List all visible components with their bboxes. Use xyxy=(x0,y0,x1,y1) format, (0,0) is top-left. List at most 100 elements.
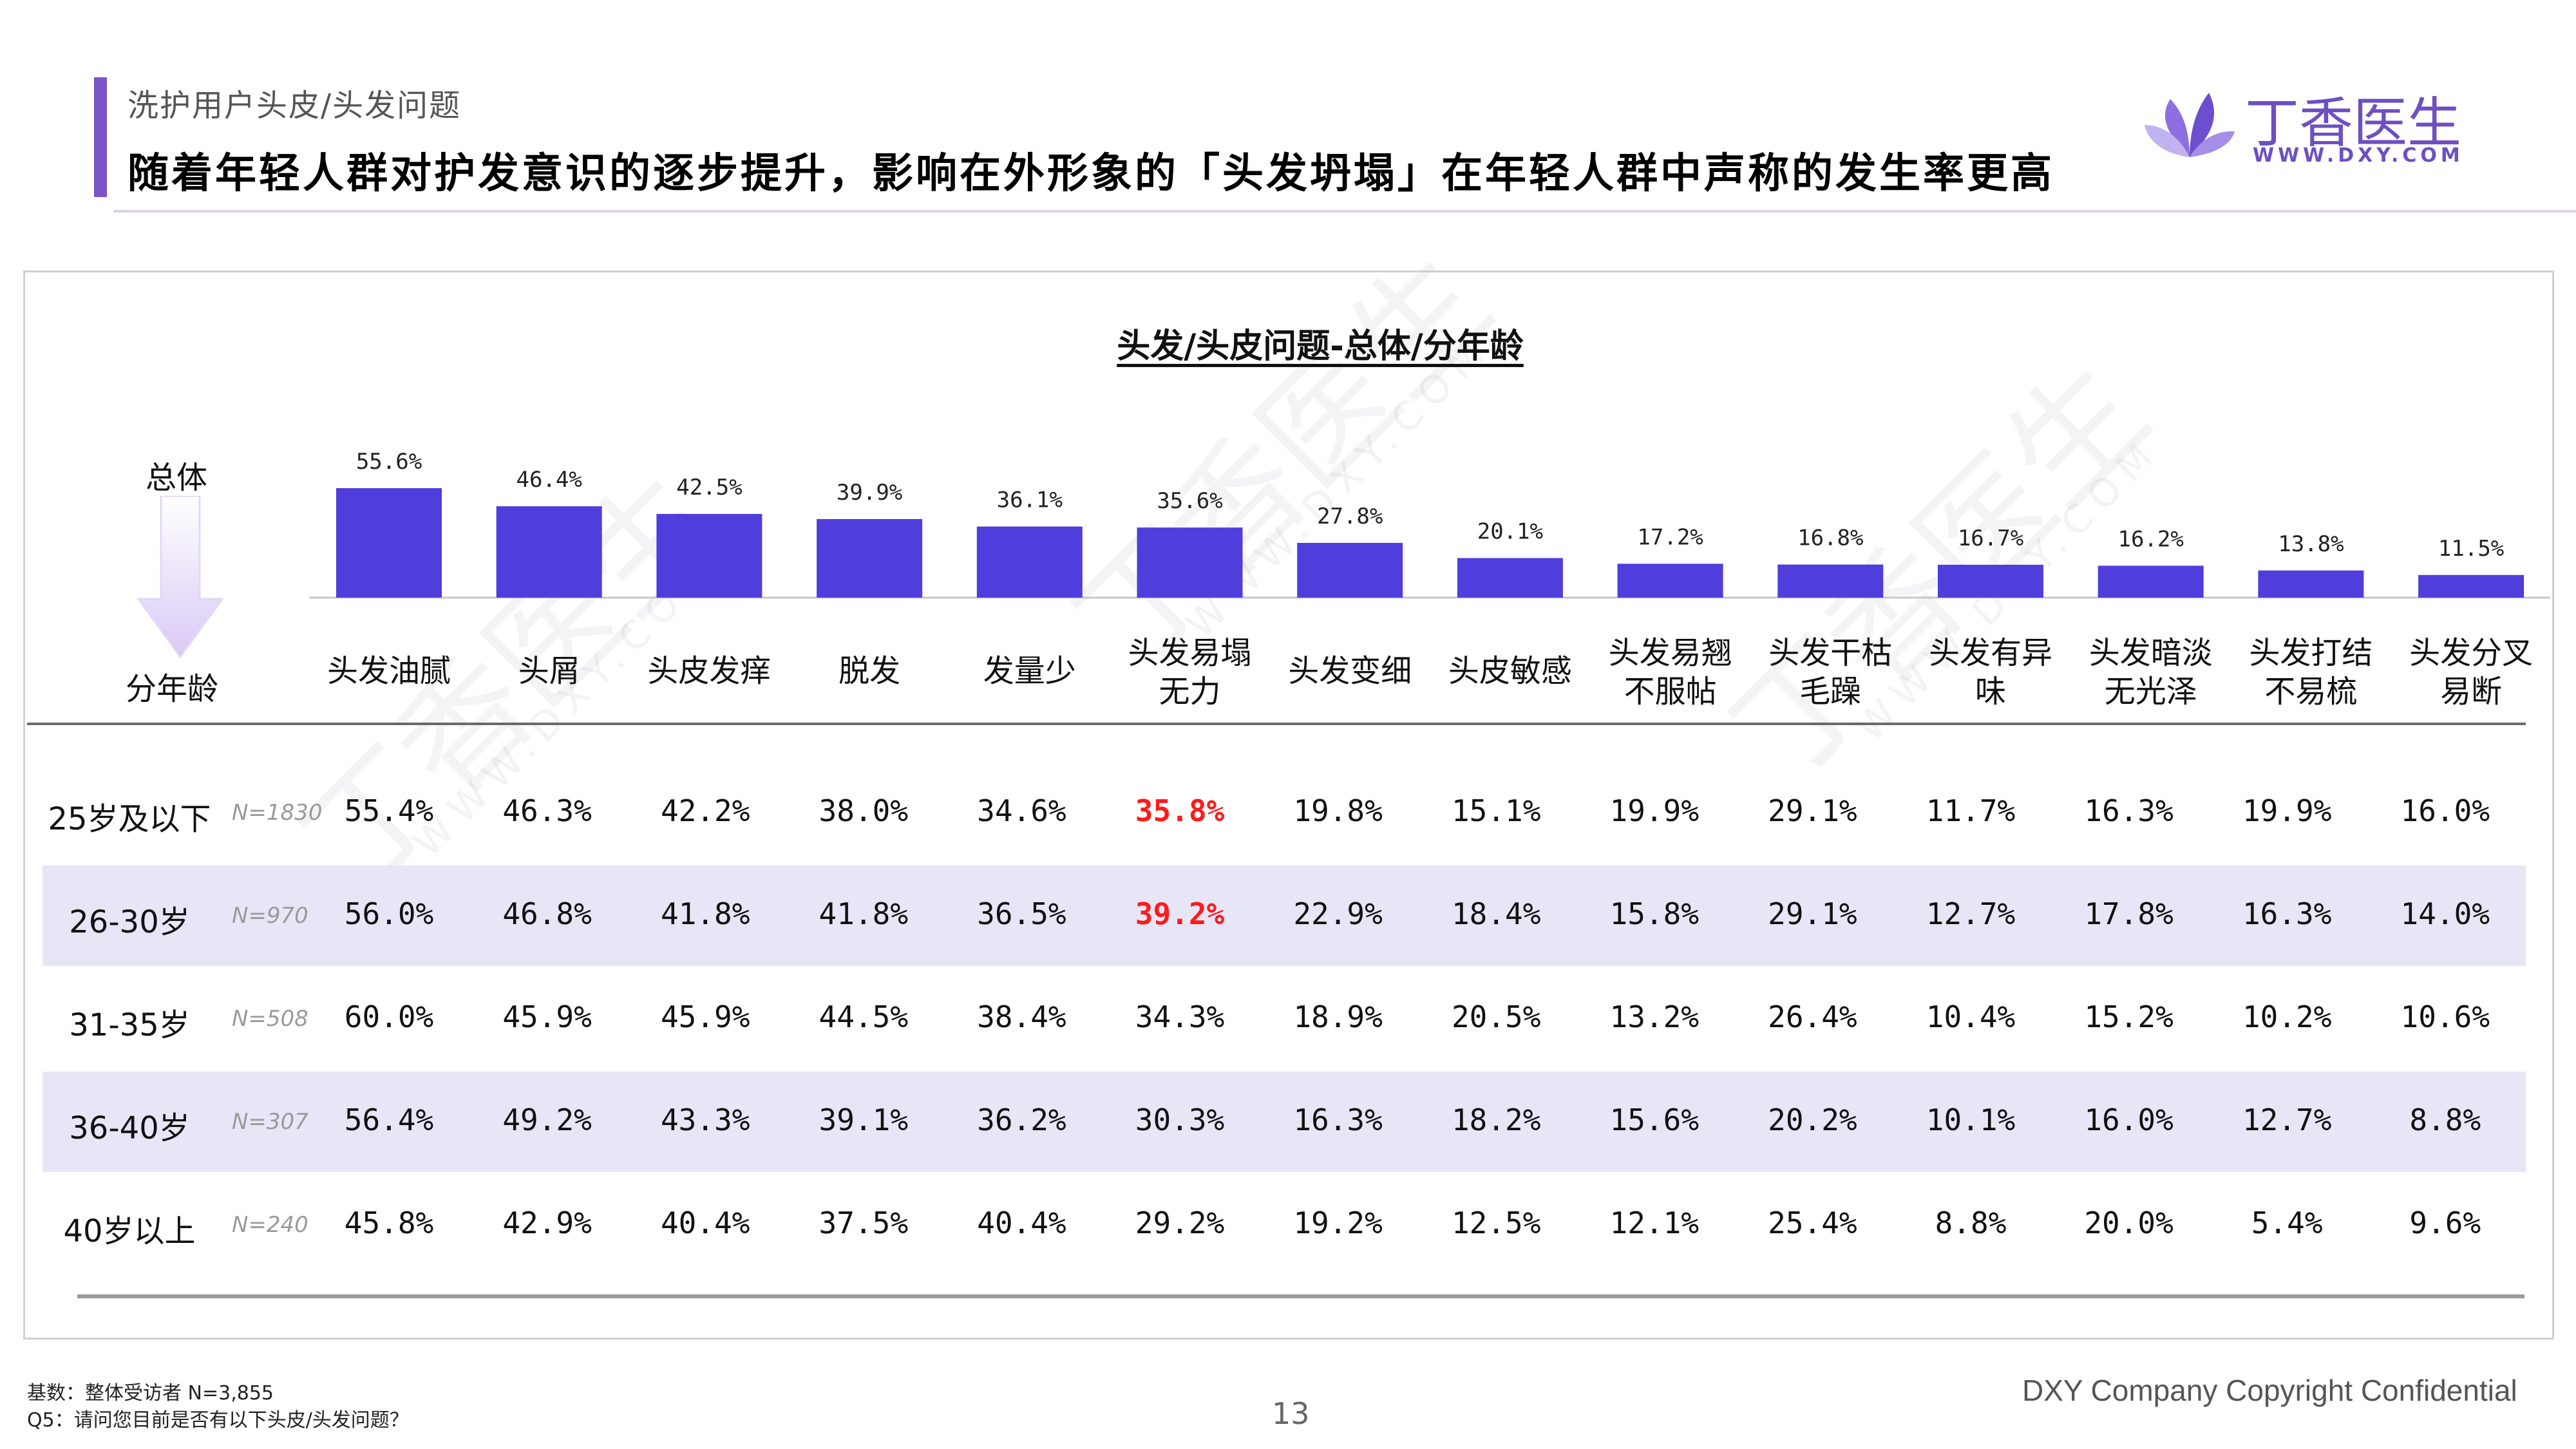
table-cell: 12.7% xyxy=(2242,1103,2332,1137)
table-cell: 10.6% xyxy=(2400,999,2490,1034)
footnote-base: 基数：整体受访者 N=3,855 xyxy=(27,1382,274,1405)
breadcrumb: 洗护用户头皮/头发问题 xyxy=(128,88,462,124)
chart-title: 头发/头皮问题-总体/分年龄 xyxy=(1117,327,1524,366)
table-cell: 18.4% xyxy=(1451,896,1541,931)
sample-size-label: N=970 xyxy=(232,903,308,929)
table-cell: 56.0% xyxy=(344,896,434,931)
table-cell: 44.5% xyxy=(819,999,909,1034)
age-group-label: 31-35岁 xyxy=(69,1007,190,1043)
bar xyxy=(2098,565,2204,598)
table-cell: 30.3% xyxy=(1135,1103,1225,1137)
sample-size-label: N=240 xyxy=(232,1212,308,1238)
table-cell: 12.1% xyxy=(1609,1206,1700,1240)
table-cell: 56.4% xyxy=(344,1103,434,1137)
bar xyxy=(1457,558,1563,598)
sample-size-label: N=1830 xyxy=(232,800,323,826)
table-cell: 35.8% xyxy=(1135,793,1225,828)
table-cell: 46.3% xyxy=(502,793,592,828)
category-label: 头发分叉易断 xyxy=(2409,635,2533,710)
table-cell: 37.5% xyxy=(819,1206,909,1240)
category-label: 头发干枯毛躁 xyxy=(1768,635,1892,710)
table-cell: 16.0% xyxy=(2400,793,2490,828)
category-label: 头皮敏感 xyxy=(1448,653,1572,689)
table-cell: 42.9% xyxy=(502,1206,592,1240)
table-row-shading xyxy=(43,866,2526,966)
table-cell: 39.1% xyxy=(819,1103,909,1137)
table-cell: 9.6% xyxy=(2409,1206,2481,1240)
bar-value-label: 16.7% xyxy=(1958,526,2023,551)
bar-value-label: 13.8% xyxy=(2278,531,2344,557)
table-cell: 38.4% xyxy=(977,999,1066,1034)
table-cell: 16.3% xyxy=(2242,896,2332,931)
bar xyxy=(1777,564,1884,598)
table-cell: 19.2% xyxy=(1293,1206,1383,1240)
table-cell: 18.2% xyxy=(1451,1103,1541,1137)
table-cell: 29.1% xyxy=(1768,896,1857,931)
table-cell: 41.8% xyxy=(819,896,909,931)
table-cell: 5.4% xyxy=(2251,1206,2323,1240)
table-cell: 39.2% xyxy=(1135,896,1225,931)
logo-text: 丁香医生 xyxy=(2245,91,2462,155)
table-row-shading xyxy=(43,1072,2526,1172)
table-cell: 16.3% xyxy=(1293,1103,1383,1137)
category-label: 脱发 xyxy=(838,653,900,689)
category-label: 发量少 xyxy=(983,653,1076,689)
category-label: 头发易塌无力 xyxy=(1128,635,1251,710)
bar-value-label: 46.4% xyxy=(516,467,582,493)
sample-size-label: N=307 xyxy=(232,1109,308,1135)
category-label: 头发油腻 xyxy=(327,653,451,689)
table-cell: 29.1% xyxy=(1768,793,1857,828)
table-cell: 20.2% xyxy=(1768,1103,1857,1137)
table-cell: 11.7% xyxy=(1926,793,2016,828)
table-cell: 36.5% xyxy=(977,896,1066,931)
age-label: 分年龄 xyxy=(126,671,219,707)
table-cell: 25.4% xyxy=(1768,1206,1857,1240)
table-cell: 15.6% xyxy=(1609,1103,1700,1137)
bar xyxy=(976,526,1083,598)
table-cell: 34.3% xyxy=(1135,999,1225,1034)
table-cell: 43.3% xyxy=(660,1103,750,1137)
page-title: 随着年轻人群对护发意识的逐步提升，影响在外形象的「头发坍塌」在年轻人群中声称的发… xyxy=(128,150,2054,198)
sample-size-label: N=508 xyxy=(232,1006,308,1032)
table-cell: 49.2% xyxy=(502,1103,592,1137)
age-group-label: 36-40岁 xyxy=(69,1110,190,1146)
table-cell: 46.8% xyxy=(502,896,592,931)
age-group-label: 25岁及以下 xyxy=(48,801,211,837)
table-cell: 45.9% xyxy=(502,999,592,1034)
category-label: 头皮发痒 xyxy=(647,653,771,689)
table-cell: 29.2% xyxy=(1135,1206,1225,1240)
bar xyxy=(336,488,442,598)
bar xyxy=(496,506,602,598)
table-cell: 40.4% xyxy=(660,1206,750,1240)
table-cell: 15.2% xyxy=(2084,999,2174,1034)
table-cell: 19.8% xyxy=(1293,793,1383,828)
table-cell: 19.9% xyxy=(2242,793,2332,828)
copyright: DXY Company Copyright Confidential xyxy=(2022,1374,2517,1407)
age-group-label: 40岁以上 xyxy=(63,1213,196,1249)
table-cell: 16.0% xyxy=(2084,1103,2174,1137)
table-cell: 12.7% xyxy=(1926,896,2016,931)
bar xyxy=(656,514,762,598)
flower-logo-icon xyxy=(2145,93,2235,157)
logo-url: WWW.DXY.COM xyxy=(2253,144,2464,167)
table-cell: 45.8% xyxy=(344,1206,434,1240)
table-cell: 14.0% xyxy=(2400,896,2490,931)
table-cell: 38.0% xyxy=(819,793,909,828)
bar-value-label: 42.5% xyxy=(676,475,742,500)
bar xyxy=(1938,564,2043,598)
category-label: 头发打结不易梳 xyxy=(2249,635,2372,710)
table-cell: 13.2% xyxy=(1609,999,1700,1034)
overall-label: 总体 xyxy=(146,460,208,496)
category-label: 头发易翘不服帖 xyxy=(1609,635,1732,710)
bar-value-label: 36.1% xyxy=(997,488,1063,513)
table-cell: 41.8% xyxy=(660,896,750,931)
footnote-question: Q5：请问您目前是否有以下头皮/头发问题？ xyxy=(27,1409,409,1432)
bar-value-label: 17.2% xyxy=(1637,524,1703,550)
table-cell: 40.4% xyxy=(977,1206,1066,1240)
header-accent-bar xyxy=(94,77,107,197)
table-cell: 8.8% xyxy=(2409,1103,2481,1137)
category-label: 头发变细 xyxy=(1288,653,1412,689)
table-cell: 8.8% xyxy=(1935,1206,2007,1240)
age-group-label: 26-30岁 xyxy=(69,904,190,940)
